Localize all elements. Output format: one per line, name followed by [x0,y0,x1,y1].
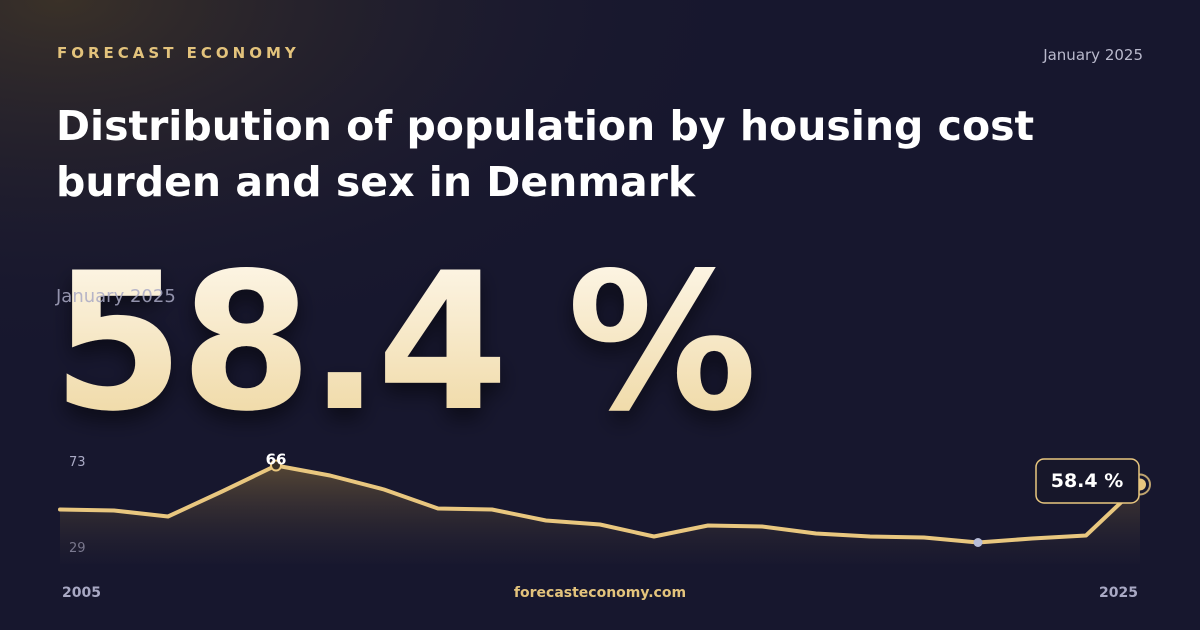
headline-value: 58.4 % [52,232,753,453]
min-marker [973,538,983,547]
headline-date: January 2025 [55,286,176,307]
brand: FORECAST ECONOMY [57,44,300,62]
x-tick-label: 2005 [62,585,101,601]
area [60,465,1140,564]
peak-marker [270,459,282,472]
peak-label: 66 [266,451,287,469]
footer: forecasteconomy.com [514,585,686,601]
value-badge-label: 58.4 % [1051,470,1124,492]
title: Distribution of population by housing co… [56,102,1034,150]
date: January 2025 [1042,46,1143,64]
value-badge [1035,458,1140,504]
line [58,463,1142,545]
title: burden and sex in Denmark [56,158,697,206]
sparkline: 7329200520256658.4 % [58,451,1151,601]
y-tick-label: 73 [69,455,86,470]
x-tick-label: 2025 [1099,585,1138,601]
